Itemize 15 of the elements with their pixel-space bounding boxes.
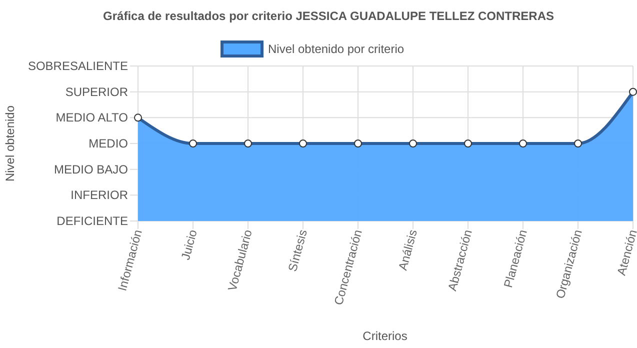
category-label: SUPERIOR: [65, 84, 128, 99]
legend-label: Nivel obtenido por criterio: [268, 42, 404, 56]
category-label: SOBRESALIENTE: [28, 59, 128, 73]
category-label: MEDIO ALTO: [56, 110, 128, 125]
category-label: INFERIOR: [70, 188, 128, 202]
category-label: MEDIO: [88, 136, 128, 150]
category-label: DEFICIENTE: [56, 214, 128, 228]
category-label: MEDIO BAJO: [54, 162, 128, 176]
chart-title: Gráfica de resultados por criterio JESSICA GUADALUPE TELLEZ CONTRERAS: [103, 9, 554, 23]
text: Nivel obtenido: [3, 105, 17, 182]
x-tick-label: Juicio: [178, 228, 200, 262]
x-tick-label: Atención: [614, 228, 637, 277]
x-tick-label: Síntesis: [285, 228, 310, 274]
x-tick-label: Análisis: [396, 228, 420, 272]
x-axis-title: Criterios: [362, 329, 408, 343]
